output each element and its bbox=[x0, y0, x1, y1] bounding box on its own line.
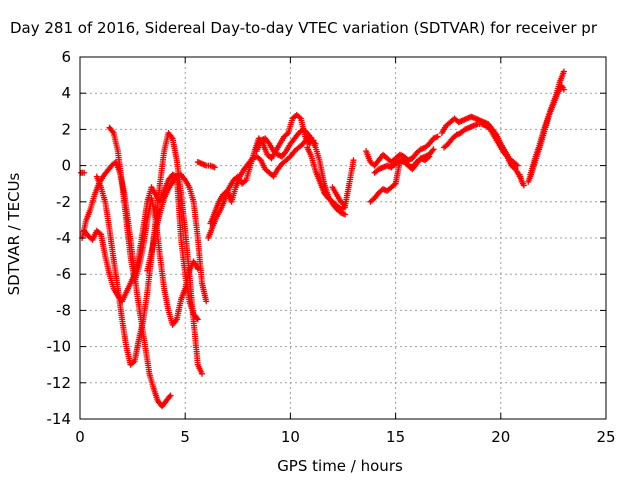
plus-markers bbox=[516, 171, 527, 189]
series-17 bbox=[441, 121, 523, 180]
y-tick-label: -4 bbox=[56, 229, 71, 247]
y-tick-label: 0 bbox=[61, 157, 71, 175]
y-tick-label: 6 bbox=[61, 48, 71, 66]
plus-markers bbox=[78, 169, 88, 176]
plus-markers bbox=[525, 83, 567, 185]
plus-markers bbox=[194, 159, 218, 171]
plus-markers bbox=[441, 121, 523, 180]
y-tick-label: 4 bbox=[61, 84, 71, 102]
chart-title: Day 281 of 2016, Sidereal Day-to-day VTE… bbox=[10, 19, 598, 37]
data-points bbox=[78, 68, 567, 410]
series-20 bbox=[525, 83, 567, 185]
y-axis-label: SDTVAR / TECUs bbox=[5, 172, 23, 295]
y-tick-label: 2 bbox=[61, 120, 71, 138]
plus-markers bbox=[106, 124, 201, 328]
plus-markers bbox=[144, 171, 210, 305]
x-tick-label: 15 bbox=[386, 428, 405, 446]
series-6 bbox=[144, 171, 210, 305]
series-11 bbox=[304, 144, 349, 212]
y-tick-label: -10 bbox=[47, 338, 72, 356]
x-axis-label: GPS time / hours bbox=[277, 457, 403, 475]
y-tick-label: -14 bbox=[47, 410, 72, 428]
x-tick-label: 25 bbox=[596, 428, 615, 446]
plus-markers bbox=[371, 153, 433, 176]
y-tick-label: -8 bbox=[56, 301, 71, 319]
plot-frame bbox=[79, 56, 607, 420]
plus-markers bbox=[363, 133, 441, 169]
series-1 bbox=[78, 169, 88, 176]
series-7 bbox=[194, 159, 218, 171]
series-15 bbox=[371, 153, 433, 176]
x-tick-label: 10 bbox=[281, 428, 300, 446]
x-tick-label: 20 bbox=[491, 428, 510, 446]
series-18 bbox=[516, 171, 527, 189]
series-9 bbox=[207, 135, 319, 227]
plus-markers bbox=[329, 157, 357, 209]
grid-lines bbox=[80, 57, 606, 419]
series-4 bbox=[106, 124, 201, 328]
y-tick-label: -6 bbox=[56, 265, 71, 283]
axis-ticks: 0 5 10 15 20 25 -14 -12 -10 -8 -6 -4 -2 0 2 4 6 bbox=[47, 48, 616, 446]
series-12 bbox=[329, 157, 357, 209]
series-13 bbox=[363, 133, 441, 169]
x-tick-label: 5 bbox=[180, 428, 190, 446]
y-tick-label: -2 bbox=[56, 193, 71, 211]
plus-markers bbox=[207, 135, 319, 227]
plus-markers bbox=[304, 144, 349, 212]
x-tick-label: 0 bbox=[75, 428, 85, 446]
y-tick-label: -12 bbox=[47, 374, 72, 392]
